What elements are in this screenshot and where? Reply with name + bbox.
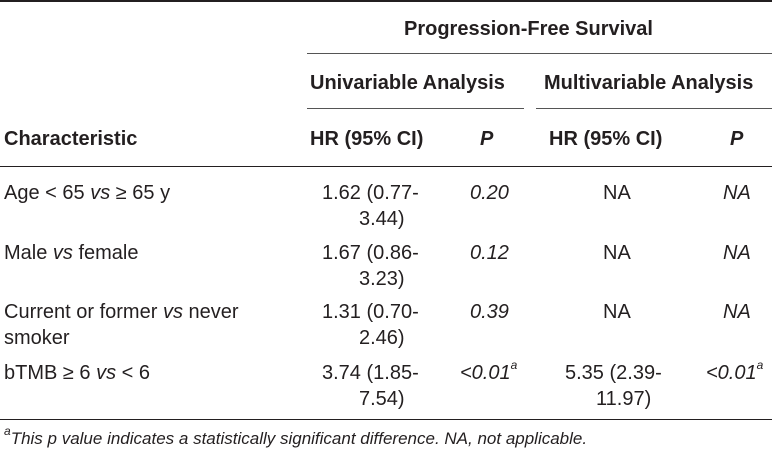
multi-p-cell: NA (723, 242, 751, 264)
uni-hr-cell: 1.62 (0.77- (322, 182, 419, 204)
multivariable-rule (536, 108, 772, 109)
multi-p-cell: NA (723, 182, 751, 204)
characteristic-header: Characteristic (4, 128, 138, 150)
uni-hr-cell: 1.31 (0.70- (322, 301, 419, 323)
group-rule (307, 53, 772, 54)
multivariable-header: Multivariable Analysis (544, 72, 754, 94)
univariable-rule (307, 108, 524, 109)
hr-ci-multi-header: HR (95% CI) (549, 128, 663, 150)
uni-p-cell: 0.39 (470, 301, 509, 323)
multi-hr-cell: 5.35 (2.39- (565, 362, 662, 384)
footnote-marker: a (510, 358, 518, 373)
group-title: Progression-Free Survival (404, 18, 653, 40)
table-footnote: aThis p value indicates a statistically … (4, 424, 588, 448)
multi-hr-cell: NA (603, 242, 631, 264)
uni-hr-cell-cont: 3.23) (359, 268, 405, 290)
uni-p-cell: <0.01a (460, 358, 518, 384)
multi-p-cell: <0.01a (706, 358, 764, 384)
uni-p-cell: 0.20 (470, 182, 509, 204)
characteristic-cell: Male vs female (4, 242, 139, 264)
univariable-header: Univariable Analysis (310, 72, 505, 94)
uni-hr-cell-cont: 7.54) (359, 388, 405, 410)
multi-hr-cell: NA (603, 301, 631, 323)
characteristic-cell: Current or former vs never (4, 301, 239, 323)
uni-hr-cell-cont: 3.44) (359, 208, 405, 230)
p-uni-header: P (480, 128, 494, 150)
multi-p-cell: NA (723, 301, 751, 323)
header-rule (0, 166, 772, 167)
multi-hr-cell: NA (603, 182, 631, 204)
p-multi-header: P (730, 128, 744, 150)
hr-ci-uni-header: HR (95% CI) (310, 128, 424, 150)
footnote-marker: a (756, 358, 764, 373)
multi-hr-cell-cont: 11.97) (596, 388, 652, 410)
top-rule (0, 0, 772, 2)
uni-hr-cell: 3.74 (1.85- (322, 362, 419, 384)
uni-hr-cell-cont: 2.46) (359, 327, 405, 349)
uni-hr-cell: 1.67 (0.86- (322, 242, 419, 264)
characteristic-cell: Age < 65 vs ≥ 65 y (4, 182, 171, 204)
uni-p-cell: 0.12 (470, 242, 509, 264)
characteristic-cell: bTMB ≥ 6 vs < 6 (4, 362, 151, 384)
bottom-rule (0, 419, 772, 420)
characteristic-cell-cont: smoker (4, 327, 70, 349)
footnote-marker: a (4, 424, 11, 439)
